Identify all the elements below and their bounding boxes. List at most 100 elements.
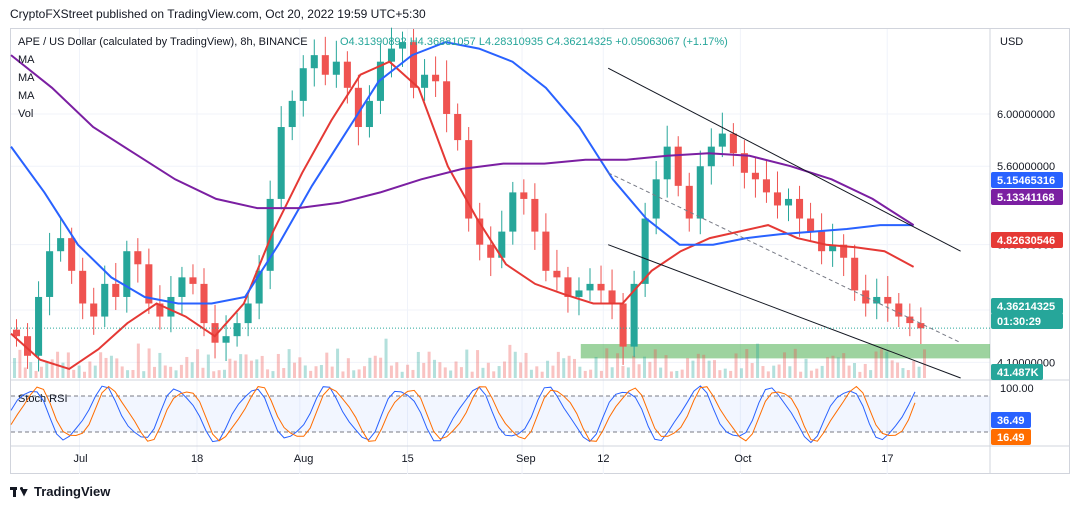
volume-bar (39, 366, 43, 378)
volume-bar (879, 349, 883, 378)
volume-bar (766, 371, 770, 378)
candle-body (365, 100, 373, 128)
stoch-value-box (991, 412, 1031, 428)
volume-bar (610, 367, 614, 378)
volume-bar (691, 360, 695, 378)
volume-bar (427, 351, 431, 378)
volume-bar (239, 354, 243, 378)
volume-bar (131, 370, 135, 378)
volume-bar (174, 370, 178, 378)
x-tick-label: 12 (597, 453, 609, 465)
volume-bar (266, 369, 270, 378)
candle-body (564, 277, 572, 297)
volume-bar (842, 353, 846, 378)
volume-bar (912, 360, 916, 378)
candle-body (575, 290, 583, 297)
candle-body (818, 231, 826, 252)
volume-bar (788, 366, 792, 378)
volume-bar (686, 358, 690, 378)
candle-body (895, 303, 903, 317)
volume-bar (669, 371, 673, 378)
volume-bar (707, 360, 711, 378)
candle-body (608, 290, 616, 304)
volume-bar (799, 371, 803, 378)
volume-bar (756, 343, 760, 378)
volume-bar (917, 366, 921, 378)
volume-bar (72, 369, 76, 378)
price-label-box (991, 298, 1063, 314)
candle-body (520, 192, 528, 199)
volume-bar (906, 370, 910, 378)
volume-bar (777, 364, 781, 378)
candle-body (476, 218, 484, 245)
volume-bar (809, 370, 813, 378)
volume-bar (357, 369, 361, 378)
volume-bar (109, 355, 113, 378)
volume-bar (93, 365, 97, 378)
candle-body (421, 74, 429, 88)
volume-bar (196, 349, 200, 378)
volume-bar (389, 365, 393, 378)
candle-body (222, 336, 230, 343)
candle-body (685, 185, 693, 219)
volume-bar (664, 355, 668, 378)
volume-bar (826, 357, 830, 378)
volume-bar (551, 365, 555, 378)
volume-bar (922, 349, 926, 378)
footer-brand: TradingView (34, 484, 111, 499)
legend-indicator-label: MA (18, 72, 35, 84)
volume-bar (502, 361, 506, 378)
volume-bar (341, 371, 345, 378)
candle-body (398, 42, 407, 49)
candle-body (663, 146, 671, 180)
x-tick-label: Jul (74, 453, 88, 465)
volume-bar (497, 366, 501, 378)
x-tick-label: 17 (881, 453, 893, 465)
candle-body (718, 133, 726, 147)
volume-bar (50, 359, 54, 378)
volume-bar (454, 361, 458, 378)
volume-bar (282, 368, 286, 378)
candle-body (751, 172, 759, 180)
volume-bar (104, 357, 108, 378)
volume-bar (34, 370, 38, 378)
volume-bar (379, 357, 383, 378)
volume-bar (249, 360, 253, 378)
volume-bar (438, 362, 442, 378)
volume-bar (858, 371, 862, 378)
volume-bar (729, 370, 733, 378)
candle-body (123, 251, 131, 297)
candle-body (796, 198, 804, 219)
candle-body (343, 61, 351, 88)
volume-bar (847, 365, 851, 378)
volume-bar (556, 351, 560, 378)
volume-bar (815, 368, 819, 378)
price-label-text: 4.82630546 (997, 235, 1055, 247)
volume-bar (874, 351, 878, 378)
moving-average-line (10, 60, 915, 370)
candle-body (432, 74, 440, 82)
candle-body (57, 238, 65, 252)
volume-bar (255, 359, 259, 378)
candle-body (46, 251, 54, 297)
stoch-value-text: 16.49 (997, 432, 1025, 444)
footer[interactable]: TradingView (10, 484, 110, 499)
candle-body (211, 323, 219, 343)
x-tick-label: 18 (191, 453, 203, 465)
volume-bar (212, 371, 216, 378)
channel-lower-line (608, 244, 961, 379)
volume-bar (901, 368, 905, 378)
price-label-box (991, 172, 1063, 188)
volume-bar (373, 355, 377, 378)
candle-body (321, 55, 329, 75)
volume-bar (228, 358, 232, 378)
channel-mid-line (607, 172, 961, 344)
candle-body (68, 238, 76, 271)
support-zone (580, 344, 990, 359)
volume-bar (653, 349, 657, 378)
candle-body (696, 166, 704, 219)
volume-bar (675, 370, 679, 378)
volume-bar (158, 352, 162, 378)
candle-body (862, 290, 870, 304)
